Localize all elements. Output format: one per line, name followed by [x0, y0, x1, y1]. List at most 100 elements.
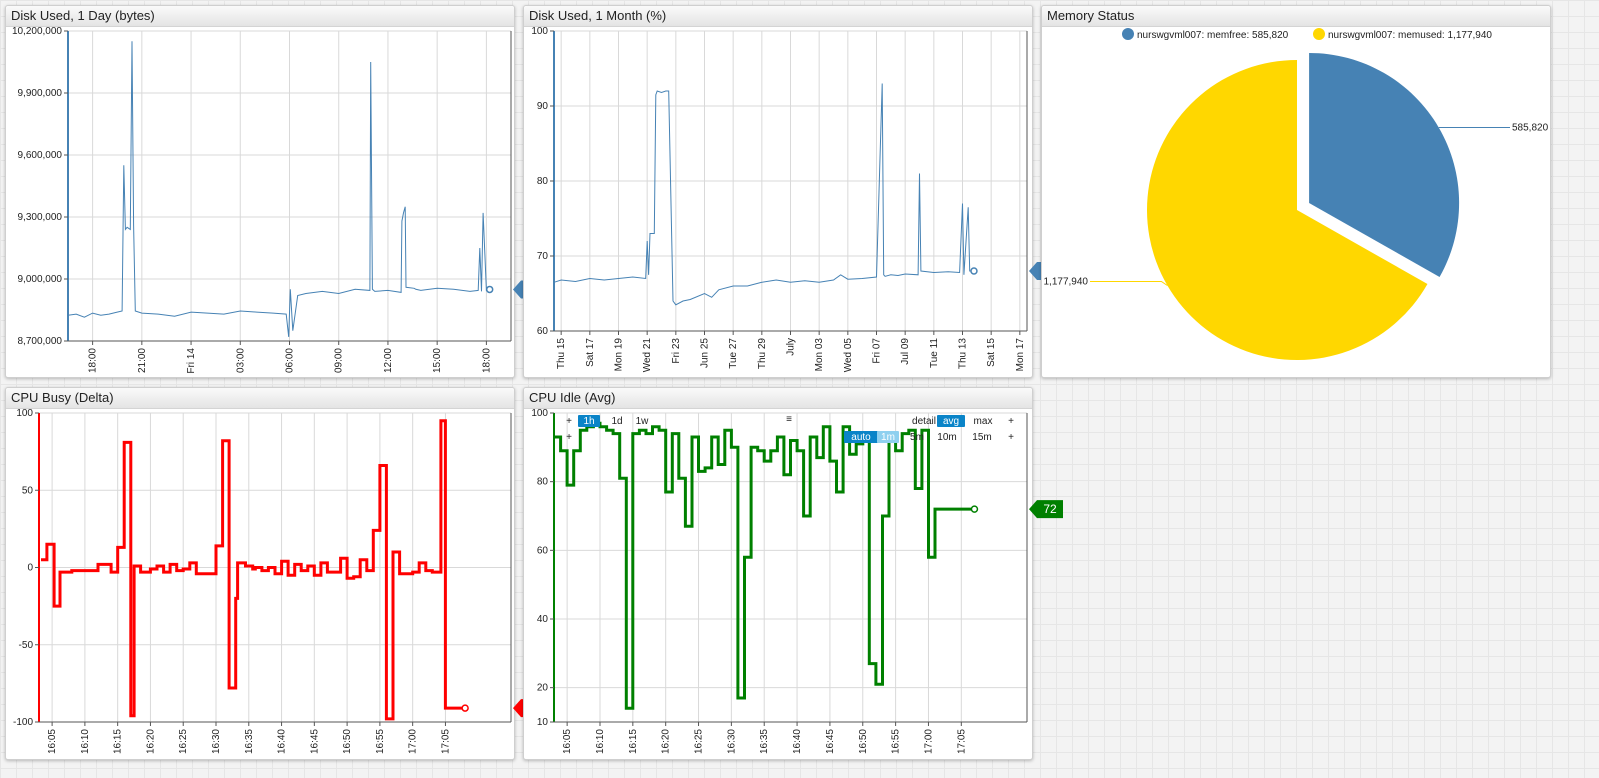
x-tick-label: Thu 29	[757, 338, 768, 370]
x-tick-label: 16:05	[47, 729, 58, 754]
widget-title: CPU Busy (Delta)	[6, 388, 514, 409]
chart-disk-used-day[interactable]: 8,700,000 9,000,000 9,300,000 9,600,000 9,90…	[6, 26, 596, 377]
chart-cpu-idle[interactable]: 10 20 40 60 80 100 16:05 16:10 16:15 16:20 16:25 16…	[524, 408, 1063, 759]
x-tick-label: 16:35	[244, 729, 255, 754]
toolbar-button-1d[interactable]: 1d	[611, 416, 622, 427]
toolbar-button-1h[interactable]: 1h	[583, 416, 594, 427]
toolbar-button-[interactable]: +	[566, 432, 572, 443]
y-tick-label: 60	[537, 545, 549, 556]
x-tick-label: 16:10	[80, 729, 91, 754]
y-tick-label: 100	[16, 408, 33, 419]
y-tick-label: 10,200,000	[12, 26, 62, 37]
y-tick-label: 8,700,000	[18, 336, 63, 347]
chart-cpu-busy[interactable]: -100 -50 0 50 100 16:05 16:10 16:15 16:20 16:25 16…	[6, 408, 554, 759]
x-tick-label: 16:35	[759, 729, 770, 754]
y-tick-label: 9,300,000	[18, 212, 63, 223]
series-line	[67, 41, 490, 337]
toolbar-button-5m[interactable]: 5m	[910, 432, 924, 443]
x-tick-label: 12:00	[383, 348, 394, 373]
toolbar-button-max[interactable]: max	[974, 416, 993, 427]
widget-title: Memory Status	[1042, 6, 1550, 27]
toolbar-button-detail[interactable]: detail	[912, 416, 936, 427]
y-tick-label: 100	[531, 408, 548, 419]
y-tick-label: 20	[537, 683, 549, 694]
x-tick-label: 21:00	[137, 348, 148, 373]
x-tick-label: Mon 03	[814, 338, 825, 372]
toolbar-button-bg[interactable]	[877, 431, 899, 443]
series-line	[553, 83, 974, 306]
x-tick-label: 17:05	[440, 729, 451, 754]
x-tick-label: 16:25	[694, 729, 705, 754]
x-tick-label: 06:00	[285, 348, 296, 373]
legend-swatch	[1313, 28, 1325, 40]
x-tick-label: 16:45	[825, 729, 836, 754]
x-tick-label: Wed 05	[843, 338, 854, 373]
x-tick-label: Sat 17	[585, 338, 596, 367]
slice-value-label: 1,177,940	[1044, 276, 1089, 287]
x-tick-label: 03:00	[235, 348, 246, 373]
widget-title: Disk Used, 1 Day (bytes)	[6, 6, 514, 27]
x-tick-label: 16:40	[277, 729, 288, 754]
pie-slice[interactable]	[1309, 52, 1460, 277]
y-tick-label: 10	[537, 717, 549, 728]
toolbar-button-avg[interactable]: avg	[943, 416, 959, 427]
widget-disk-used-day: Disk Used, 1 Day (bytes) 8,700,000 9,000,…	[5, 5, 596, 378]
tag-background	[1029, 500, 1063, 519]
y-tick-label: 9,000,000	[18, 274, 63, 285]
current-value-label: 72	[1043, 502, 1057, 516]
toolbar-button-[interactable]: +	[1008, 432, 1014, 443]
toolbar-button-[interactable]: +	[566, 416, 572, 427]
pie-slice[interactable]	[1147, 60, 1428, 360]
toolbar-button-[interactable]: +	[1008, 416, 1014, 427]
series-line	[554, 421, 975, 710]
x-tick-label: Fri 23	[671, 338, 682, 364]
x-tick-label: 15:00	[432, 348, 443, 373]
x-tick-label: 16:25	[178, 729, 189, 754]
x-tick-label: Jun 25	[700, 338, 711, 368]
toolbar-button-bg[interactable]	[844, 431, 878, 443]
x-tick-label: Tue 11	[929, 338, 940, 368]
y-tick-label: -100	[13, 717, 33, 728]
widget-memory-status: Memory Status nurswgvml007: memfree: 585…	[1041, 5, 1551, 378]
toolbar-button-bg[interactable]	[937, 415, 965, 427]
widget-title: CPU Idle (Avg)	[524, 388, 1032, 409]
x-tick-label: 16:40	[792, 729, 803, 754]
x-tick-label: 16:15	[113, 729, 124, 754]
widget-cpu-busy: CPU Busy (Delta) -100 -50 0 50 100 16:05 16:10…	[5, 387, 554, 760]
x-tick-label: 17:05	[956, 729, 967, 754]
x-tick-label: 18:00	[88, 348, 99, 373]
x-tick-label: Fri 14	[186, 348, 197, 374]
x-tick-label: Wed 21	[642, 338, 653, 373]
widget-cpu-idle: CPU Idle (Avg) 10 20 40 60 80 100 16:05 16:10 16…	[523, 387, 1063, 760]
toolbar-button-15m[interactable]: 15m	[972, 432, 991, 443]
x-tick-label: 16:20	[145, 729, 156, 754]
toolbar-button-bg[interactable]	[578, 415, 600, 427]
y-tick-label: 80	[537, 176, 549, 187]
y-tick-label: 50	[22, 485, 34, 496]
slice-value-label: 585,820	[1512, 122, 1549, 133]
y-tick-label: 40	[537, 614, 549, 625]
slice-leader-line	[1090, 280, 1168, 286]
y-tick-label: -50	[19, 640, 34, 651]
chart-disk-used-month[interactable]: 60 70 80 90 100 Thu 15 Sat 17 Mon 19 Wed 21 Fri 2…	[524, 26, 1063, 377]
x-tick-label: Tue 27	[728, 338, 739, 369]
x-tick-label: 16:50	[342, 729, 353, 754]
toolbar-button-10m[interactable]: 10m	[937, 432, 956, 443]
legend-swatch	[1122, 28, 1134, 40]
chart-memory-status[interactable]: nurswgvml007: memfree: 585,820 nurswgvml0…	[1042, 27, 1550, 377]
y-tick-label: 80	[537, 477, 549, 488]
x-tick-label: 16:55	[891, 729, 902, 754]
x-tick-label: 16:15	[628, 729, 639, 754]
x-tick-label: 16:10	[595, 729, 606, 754]
widget-disk-used-month: Disk Used, 1 Month (%) 60 70 80 90 100 Thu 15…	[523, 5, 1063, 378]
x-tick-label: 17:00	[923, 729, 934, 754]
period-toolbar: +1h 1d 1w ≡ detail avg max + + auto 1m 5m 10m 15m +	[566, 414, 1014, 443]
toolbar-button-1w[interactable]: 1w	[636, 416, 650, 427]
y-tick-label: 0	[27, 563, 33, 574]
x-tick-label: Thu 15	[556, 338, 567, 370]
toolbar-button-auto[interactable]: auto	[851, 432, 871, 443]
last-value-marker	[485, 285, 494, 294]
menu-icon[interactable]: ≡	[786, 414, 792, 425]
toolbar-button-1m[interactable]: 1m	[881, 432, 895, 443]
series-line	[41, 419, 466, 721]
